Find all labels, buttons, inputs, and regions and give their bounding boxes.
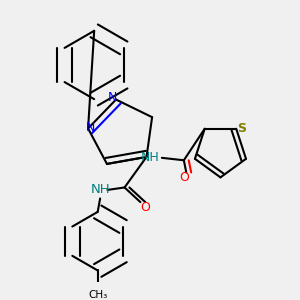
- Text: NH: NH: [90, 183, 110, 196]
- Text: N: N: [86, 121, 95, 134]
- Text: NH: NH: [140, 151, 159, 164]
- Text: O: O: [140, 200, 150, 214]
- Text: CH₃: CH₃: [88, 290, 107, 300]
- Text: S: S: [237, 122, 246, 135]
- Text: N: N: [108, 91, 117, 103]
- Text: O: O: [179, 171, 189, 184]
